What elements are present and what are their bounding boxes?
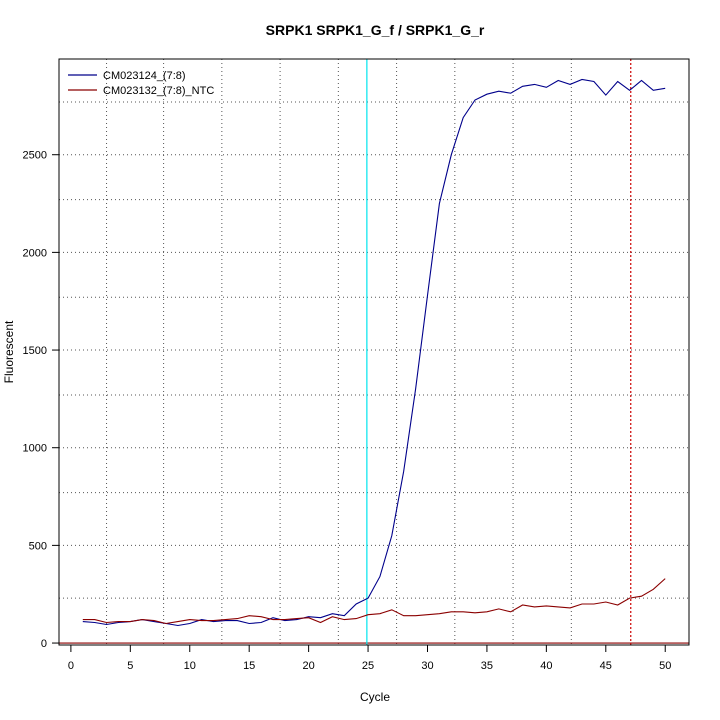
x-tick-label: 5 [127, 660, 133, 672]
legend-entry-label: CM023124_(7:8) [103, 70, 186, 82]
x-tick-label: 30 [421, 660, 433, 672]
x-tick-label: 20 [302, 660, 314, 672]
x-tick-label: 45 [600, 660, 612, 672]
x-tick-label: 40 [540, 660, 552, 672]
chart-title: SRPK1 SRPK1_G_f / SRPK1_G_r [266, 22, 485, 38]
legend-entry-label: CM023132_(7:8)_NTC [103, 85, 214, 97]
y-tick-label: 2000 [23, 247, 47, 259]
series-line-2 [82, 578, 666, 625]
series-line-1 [82, 78, 666, 627]
x-tick-label: 25 [362, 660, 374, 672]
x-tick-label: 35 [481, 660, 493, 672]
y-tick-label: 1000 [23, 443, 47, 455]
y-tick-label: 1500 [23, 345, 47, 357]
y-axis-label: Fluorescent [2, 320, 16, 383]
x-tick-label: 15 [243, 660, 255, 672]
plot-frame [58, 58, 690, 646]
y-axis: 0 500 1000 1500 2000 2500 [23, 150, 59, 650]
y-tick-label: 500 [29, 540, 47, 552]
x-tick-label: 0 [68, 660, 74, 672]
y-tick-label: 2500 [23, 150, 47, 162]
x-axis-label: Cycle [360, 690, 390, 704]
x-tick-label: 50 [659, 660, 671, 672]
y-tick-label: 0 [41, 638, 47, 650]
x-axis: 0 5 10 15 20 25 30 35 40 45 50 [68, 645, 671, 672]
grid [59, 59, 689, 645]
legend: CM023124_(7:8) CM023132_(7:8)_NTC [68, 70, 214, 97]
series-lines [82, 78, 666, 627]
x-tick-label: 10 [184, 660, 196, 672]
cycle-markers [366, 59, 632, 645]
